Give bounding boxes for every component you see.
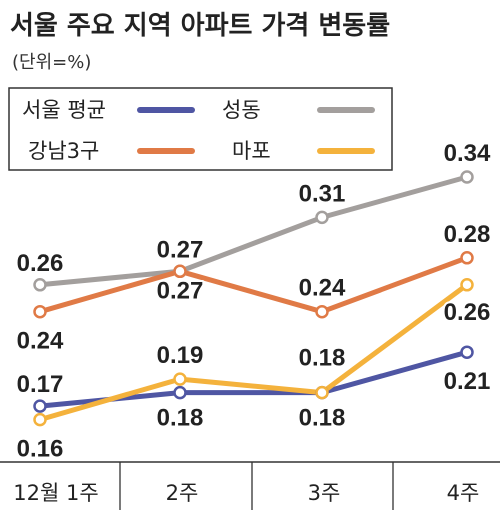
data-label-seoul-avg-12w1: 0.17 [17, 371, 64, 398]
data-label-mapo-w3: 0.18 [299, 345, 346, 372]
point-mapo-12w1 [33, 412, 47, 427]
point-seoul-avg-w4 [460, 345, 474, 359]
data-label-seongdong-w2: 0.27 [157, 236, 204, 263]
data-label-gangnam3-w3: 0.24 [299, 275, 346, 302]
x-tick-label-w3: 3주 [308, 481, 341, 505]
legend-label-gangnam3: 강남3구 [28, 139, 99, 163]
series-line-gangnam3 [37, 255, 470, 315]
point-seongdong-12w1 [33, 278, 47, 292]
x-tick-label-w4: 4주 [447, 481, 480, 505]
x-ticks: 12월 1주 2주 3주 4주 [13, 462, 479, 510]
data-label-gangnam3-12w1: 0.24 [17, 328, 64, 355]
point-gangnam3-w4 [460, 251, 474, 265]
series-lines [37, 174, 470, 423]
data-label-seongdong-w3: 0.31 [299, 180, 346, 207]
series-line-seoul-avg [37, 349, 470, 409]
legend-box [8, 87, 393, 171]
x-tick-label-12w1: 12월 1주 [13, 481, 98, 505]
point-seongdong-w3 [315, 210, 329, 225]
data-label-gangnam3-w2: 0.27 [157, 277, 204, 304]
data-label-mapo-12w1: 0.16 [17, 436, 64, 463]
data-label-seongdong-12w1: 0.26 [17, 250, 64, 277]
point-seoul-avg-12w1 [33, 399, 47, 413]
x-tick-label-w2: 2주 [166, 481, 199, 505]
data-label-seongdong-w4: 0.34 [444, 140, 491, 167]
data-label-seoul-avg-w3: 0.18 [299, 405, 346, 432]
data-label-seoul-avg-w2: 0.18 [157, 405, 204, 432]
point-mapo-w4 [460, 278, 474, 292]
legend-label-seoul-avg: 서울 평균 [22, 98, 106, 122]
unit-label: (단위=%) [12, 52, 91, 73]
legend-label-mapo: 마포 [232, 139, 271, 163]
data-label-mapo-w2: 0.19 [157, 342, 204, 369]
data-label-gangnam3-w4: 0.28 [444, 221, 491, 248]
point-seongdong-w4 [460, 170, 474, 184]
point-gangnam3-w3 [315, 304, 329, 319]
point-mapo-w3 [315, 385, 329, 400]
legend-label-seongdong: 성동 [222, 98, 261, 122]
series-line-seongdong [37, 174, 470, 288]
legend: 서울 평균 성동 강남3구 마포 [8, 87, 393, 171]
data-label-seoul-avg-w4: 0.21 [444, 368, 491, 395]
point-gangnam3-12w1 [33, 304, 47, 319]
data-labels: 0.17 0.18 0.18 0.21 0.26 0.27 0.31 0.34 0.24 0.27… [15, 138, 493, 465]
point-seoul-avg-w2 [173, 385, 187, 400]
chart-title: 서울 주요 지역 아파트 가격 변동률 [10, 11, 390, 41]
series-line-mapo [37, 282, 470, 423]
point-gangnam3-w2 [173, 264, 187, 279]
point-mapo-w2 [173, 372, 187, 386]
series-points [33, 170, 474, 427]
data-label-mapo-w4: 0.26 [444, 299, 491, 326]
